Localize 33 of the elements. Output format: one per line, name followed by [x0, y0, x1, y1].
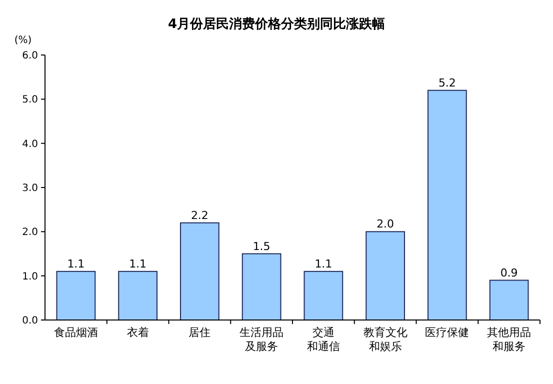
bar	[366, 231, 405, 320]
data-label: 1.5	[252, 240, 270, 253]
y-tick-label: 4.0	[22, 138, 38, 150]
data-label: 2.2	[190, 208, 208, 222]
data-label: 5.2	[438, 76, 456, 90]
y-tick-label: 0.0	[22, 316, 38, 326]
y-tick-label: 2.0	[22, 227, 38, 238]
y-tick-label: 5.0	[22, 94, 38, 106]
x-tick-label: 衣着	[126, 326, 149, 339]
y-axis-title: (%)	[14, 35, 32, 46]
bar	[118, 270, 158, 320]
bar	[304, 270, 344, 320]
x-tick-label: 居住	[188, 326, 211, 339]
bar	[428, 90, 467, 320]
bar	[242, 253, 282, 320]
data-label: 1.1	[129, 257, 147, 270]
y-tick-label: 6.0	[22, 50, 38, 62]
data-label: 2.0	[376, 218, 394, 231]
y-tick-label: 3.0	[22, 183, 38, 194]
x-tick-label: 生活用品及服务	[240, 326, 284, 353]
bar	[56, 270, 96, 320]
x-tick-label: 教育文化和娱乐	[363, 326, 408, 353]
x-tick-label: 食品烟酒	[54, 326, 98, 339]
data-label: 1.1	[67, 257, 85, 270]
bar	[489, 280, 529, 320]
data-label: 1.1	[314, 257, 332, 270]
x-tick-label: 其他用品和服务	[487, 326, 532, 353]
data-label: 0.9	[500, 266, 518, 280]
x-tick-label: 交通和通信	[306, 326, 340, 353]
y-tick-label: 1.0	[22, 271, 38, 282]
chart-title: 4月份居民消费价格分类别同比涨跌幅	[168, 17, 386, 32]
bar	[180, 222, 220, 320]
x-tick-label: 医疗保健	[425, 326, 470, 339]
